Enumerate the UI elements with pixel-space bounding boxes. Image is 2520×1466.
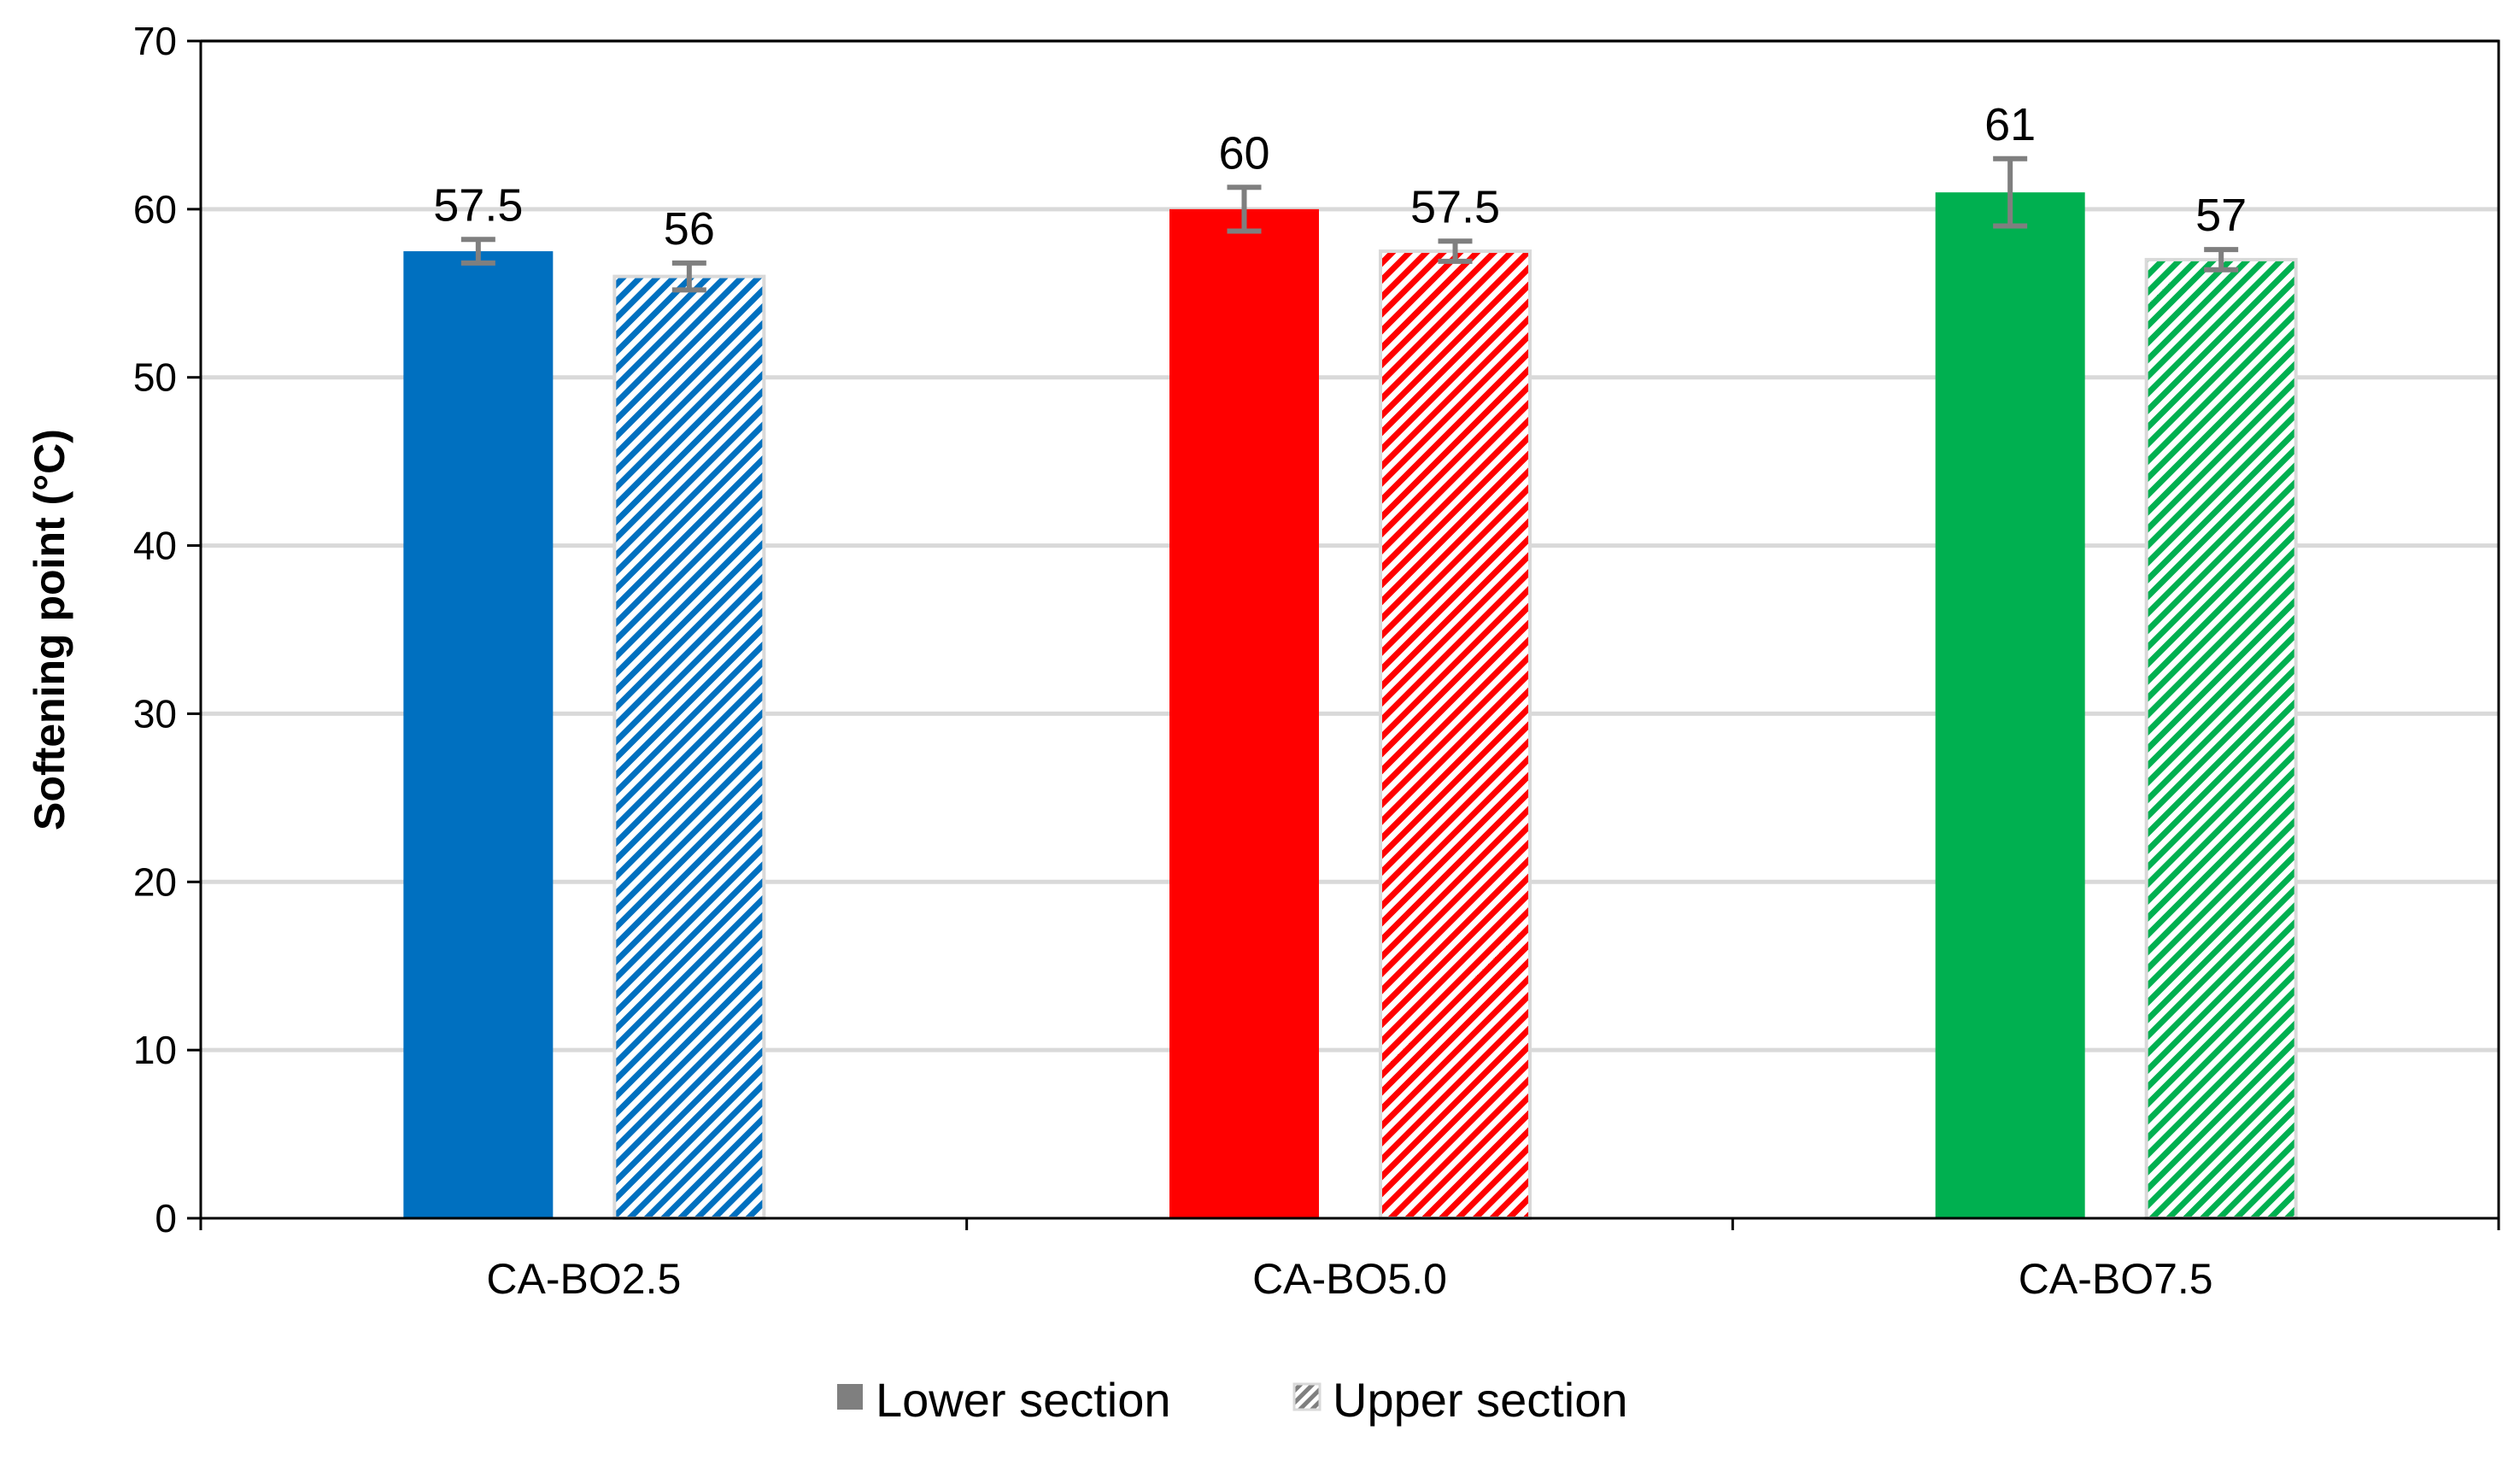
error-bar [1438, 238, 1473, 264]
bar-upper-1 [1379, 249, 1532, 1221]
error-bar [460, 237, 495, 266]
legend-label-lower: Lower section [876, 1373, 1171, 1427]
y-tick-label: 30 [133, 691, 177, 736]
y-tick-label: 20 [133, 859, 177, 904]
plot-frame [199, 39, 2500, 1220]
category-label: CA-BO7.5 [2019, 1255, 2213, 1303]
y-axis-title: Softening point (°C) [26, 429, 73, 830]
error-bar [1993, 155, 2028, 229]
axes: 0 10 20 30 40 50 60 70 CA-BO2.5 CA-BO5.0 CA-BO7.5 S… [26, 19, 2500, 1303]
bar-lower-2 [1935, 192, 2085, 1219]
legend-label-upper: Upper section [1333, 1373, 1628, 1427]
legend: Lower section Upper section [837, 1373, 1628, 1427]
data-label: 57.5 [433, 179, 523, 231]
y-tick-label: 40 [133, 524, 177, 568]
y-tick-label: 70 [133, 19, 177, 63]
data-label: 57.5 [1410, 181, 1500, 232]
data-label: 61 [1984, 99, 2036, 150]
bars [403, 192, 2298, 1221]
error-bars [460, 155, 2239, 293]
bar-lower-0 [403, 251, 554, 1219]
legend-swatch-lower [837, 1384, 863, 1410]
category-label: CA-BO5.0 [1252, 1255, 1447, 1303]
error-bar [1227, 185, 1262, 234]
data-label: 56 [664, 203, 715, 255]
bar-lower-1 [1169, 208, 1319, 1218]
data-labels: 57.5 56 60 57.5 61 57 [433, 99, 2247, 255]
y-tick-label: 10 [133, 1028, 177, 1072]
bar-upper-2 [2144, 257, 2298, 1220]
legend-swatch-upper [1292, 1382, 1322, 1411]
y-tick-label: 50 [133, 355, 177, 400]
data-label: 57 [2195, 190, 2247, 241]
category-label: CA-BO2.5 [486, 1255, 681, 1303]
y-tick-label: 60 [133, 187, 177, 232]
error-bar [671, 260, 706, 293]
y-tick-label: 0 [155, 1196, 177, 1240]
data-label: 60 [1218, 127, 1269, 179]
bar-upper-0 [612, 274, 766, 1221]
error-bar [2204, 247, 2239, 273]
